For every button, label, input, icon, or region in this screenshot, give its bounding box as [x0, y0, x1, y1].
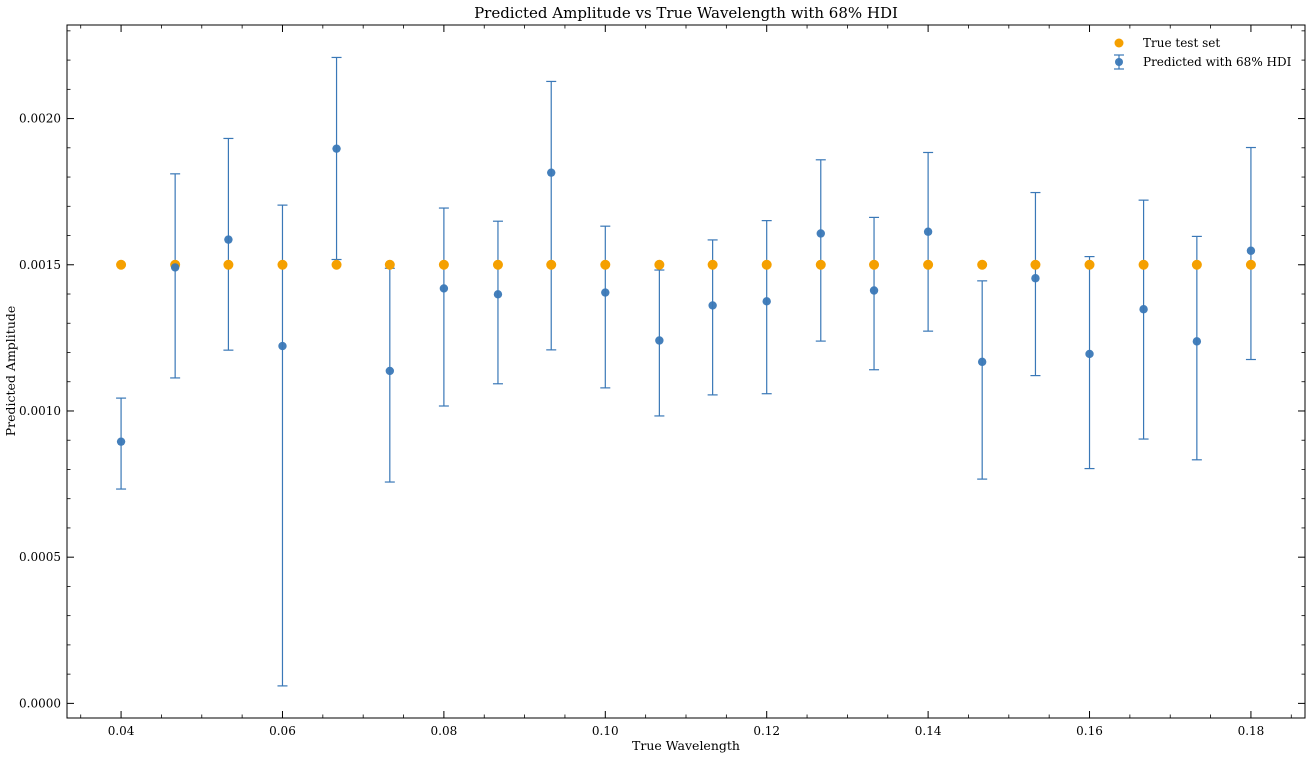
predicted-point — [601, 288, 610, 297]
true-test-point — [1030, 259, 1041, 270]
predicted-points — [116, 144, 1256, 446]
y-tick-label: 0.0010 — [19, 404, 61, 418]
predicted-point — [332, 144, 341, 153]
true-test-point — [761, 259, 772, 270]
true-test-point — [546, 259, 557, 270]
y-tick-label: 0.0020 — [19, 112, 61, 126]
true-test-set-points — [116, 259, 1256, 270]
chart-title: Predicted Amplitude vs True Wavelength w… — [474, 4, 898, 22]
true-test-point — [1138, 259, 1149, 270]
legend-label-predicted: Predicted with 68% HDI — [1143, 55, 1292, 69]
predicted-point — [1246, 246, 1256, 255]
predicted-point — [1139, 305, 1148, 314]
y-axis-ticks: 0.0000 0.0005 0.0010 0.0015 0.0020 — [19, 30, 1305, 710]
predicted-point — [493, 290, 503, 299]
plot-frame — [66, 24, 1306, 719]
true-test-point — [492, 259, 503, 270]
x-tick-label: 0.12 — [753, 724, 780, 738]
true-test-point — [116, 259, 127, 270]
legend-label-true: True test set — [1143, 36, 1220, 50]
x-tick-label: 0.16 — [1076, 724, 1103, 738]
y-axis-label: Predicted Amplitude — [3, 306, 18, 437]
true-test-point — [1245, 259, 1256, 270]
x-axis-label: True Wavelength — [632, 738, 740, 753]
predicted-point — [977, 357, 987, 367]
predicted-point — [1192, 337, 1202, 346]
true-test-point — [1084, 259, 1095, 270]
legend-marker-predicted — [1115, 58, 1123, 66]
true-test-point — [654, 259, 665, 270]
predicted-point — [278, 341, 287, 351]
predicted-point — [816, 229, 825, 238]
x-tick-label: 0.08 — [431, 724, 458, 738]
predicted-point — [170, 263, 180, 272]
x-tick-label: 0.14 — [915, 724, 942, 738]
predicted-point — [923, 227, 933, 236]
legend: True test set Predicted with 68% HDI — [1114, 36, 1292, 70]
true-test-point — [331, 259, 342, 270]
true-test-point — [600, 259, 611, 270]
true-test-point — [815, 259, 826, 270]
true-test-point — [977, 259, 988, 270]
predicted-point — [385, 366, 395, 376]
predicted-point — [439, 284, 449, 293]
true-test-point — [438, 259, 449, 270]
true-test-point — [923, 259, 934, 270]
predicted-point — [762, 297, 771, 306]
true-test-point — [277, 259, 288, 270]
predicted-point — [869, 286, 879, 295]
predicted-point — [547, 168, 556, 177]
true-test-point — [223, 259, 234, 270]
predicted-point — [1031, 274, 1040, 283]
predicted-point — [655, 336, 664, 345]
true-test-point — [1191, 259, 1202, 270]
x-tick-label: 0.18 — [1238, 724, 1265, 738]
predicted-point — [116, 437, 126, 446]
y-tick-label: 0.0015 — [19, 258, 61, 272]
predicted-point — [708, 301, 717, 310]
y-tick-label: 0.0000 — [19, 696, 61, 710]
x-axis-ticks: 0.04 0.06 0.08 0.10 0.12 0.14 0.16 0.18 — [80, 25, 1292, 738]
hdi-error-bars — [116, 56, 1256, 687]
true-test-point — [384, 259, 395, 270]
predicted-point — [224, 235, 233, 244]
x-tick-label: 0.10 — [592, 724, 619, 738]
true-test-point — [869, 259, 880, 270]
true-test-point — [707, 259, 718, 270]
x-tick-label: 0.04 — [108, 724, 135, 738]
y-tick-label: 0.0005 — [19, 550, 61, 564]
x-tick-label: 0.06 — [269, 724, 296, 738]
predicted-point — [1085, 349, 1094, 359]
legend-marker-true — [1114, 38, 1124, 48]
